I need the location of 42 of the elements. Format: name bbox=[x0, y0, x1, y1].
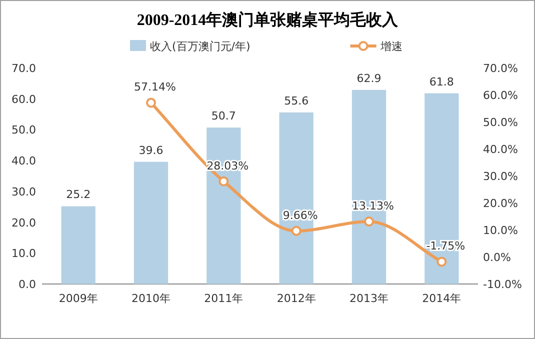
legend: 收入(百万澳门元/年) bbox=[150, 40, 250, 53]
y2tick: 30.0% bbox=[483, 170, 518, 183]
label: 62.9 bbox=[356, 72, 382, 85]
label: 28.03% bbox=[206, 159, 249, 172]
ytick: 40.0 bbox=[12, 154, 36, 168]
xtick: 2013年 bbox=[350, 292, 388, 305]
title: 2009-2014年澳门单张赌桌平均毛收入 bbox=[136, 12, 398, 29]
y2tick: 40.0% bbox=[483, 143, 518, 156]
y2tick: 70.0% bbox=[483, 62, 518, 75]
y2tick: 10.0% bbox=[483, 224, 518, 237]
y2tick: 20.0% bbox=[483, 197, 518, 210]
label: 55.6 bbox=[284, 94, 309, 108]
label: 39.6 bbox=[138, 144, 164, 157]
label: 57.14% bbox=[134, 80, 176, 94]
xtick: 2009年 bbox=[58, 292, 98, 305]
xtick: 2014年 bbox=[422, 292, 462, 305]
ytick: 70.0 bbox=[12, 62, 36, 75]
label: -1.75% bbox=[426, 240, 466, 253]
ytick: 0.0 bbox=[18, 278, 36, 291]
y2tick: 60.0% bbox=[483, 89, 518, 102]
label: 9.66% bbox=[282, 208, 318, 222]
point bbox=[291, 226, 302, 236]
ytick: 20.0 bbox=[12, 216, 36, 230]
ytick: 30.0 bbox=[12, 185, 36, 198]
y2tick: 50.0% bbox=[483, 116, 518, 129]
label: 25.2 bbox=[66, 188, 91, 202]
point bbox=[364, 216, 374, 227]
label: 61.8 bbox=[429, 75, 454, 88]
point bbox=[146, 98, 156, 108]
point bbox=[218, 176, 229, 186]
ytick: 50.0 bbox=[12, 124, 36, 137]
label: 13.13% bbox=[352, 200, 394, 213]
y2tick: -10.0% bbox=[483, 278, 522, 291]
point bbox=[436, 256, 447, 267]
ytick: 10.0 bbox=[12, 247, 36, 260]
label: 50.7 bbox=[211, 110, 236, 123]
legend: 增速 bbox=[380, 40, 402, 53]
y2tick: 0.0% bbox=[483, 251, 511, 264]
xtick: 2011年 bbox=[204, 292, 244, 305]
xtick: 2010年 bbox=[132, 292, 170, 305]
xtick: 2012年 bbox=[276, 292, 316, 305]
ytick: 60.0 bbox=[12, 92, 36, 106]
